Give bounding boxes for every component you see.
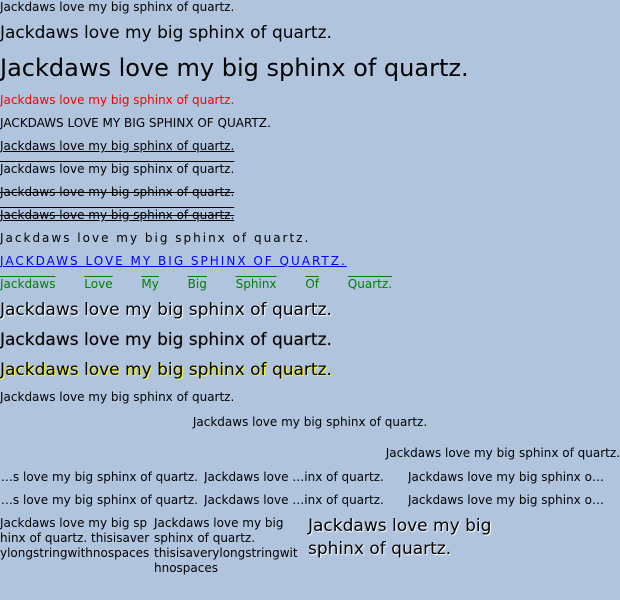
wrap-large-shadow-box: Jackdaws love my big sphinx of quartz. — [308, 516, 492, 559]
sample-line-red: Jackdaws love my big sphinx of quartz. — [0, 93, 235, 107]
ellipsis-start-text: Jackdaws love my big sphinx of quartz. — [0, 470, 198, 484]
ellipsis-middle-tail: inx of quartz. — [304, 470, 384, 484]
sample-line-right-aligned: Jackdaws love my big sphinx of quartz. — [385, 446, 620, 460]
sample-line-white-shadow: Jackdaws love my big sphinx of quartz. — [0, 300, 332, 320]
sample-line-uppercase: Jackdaws love my big sphinx of quartz. — [0, 116, 271, 130]
sample-line-all-decorations: Jackdaws love my big sphinx of quartz. — [0, 208, 235, 222]
sample-line-letter-spaced: Jackdaws love my big sphinx of quartz. — [0, 231, 311, 245]
ellipsis-end-box: Jackdaws love my big sphinx of quartz. — [408, 470, 606, 484]
ellipsis-middle-box: Jackdaws love …inx of quartz. — [204, 493, 384, 507]
ellipsis-end-box: Jackdaws love my big sphinx of quartz. — [408, 493, 606, 507]
spread-word: Jackdaws — [0, 277, 56, 291]
sample-line-word-spread: Jackdaws Love My Big Sphinx Of Quartz. — [0, 278, 392, 290]
sample-line-strikethrough: Jackdaws love my big sphinx of quartz. — [0, 185, 235, 199]
sample-line-centered: Jackdaws love my big sphinx of quartz. — [192, 415, 428, 429]
spread-word: My — [141, 277, 159, 291]
sample-line-small: Jackdaws love my big sphinx of quartz. — [0, 0, 235, 14]
sample-line-blue-link[interactable]: Jackdaws love my big sphinx of quartz. — [0, 254, 347, 268]
sample-line-underline: Jackdaws love my big sphinx of quartz. — [0, 139, 235, 153]
sample-line-overline: Jackdaws love my big sphinx of quartz. — [0, 162, 235, 176]
ellipsis-start-box: Jackdaws love my big sphinx of quartz. — [0, 493, 198, 507]
sample-line-left-aligned: Jackdaws love my big sphinx of quartz. — [0, 390, 235, 404]
ellipsis-start-text: Jackdaws love my big sphinx of quartz. — [0, 493, 198, 507]
spread-word: Sphinx — [235, 277, 277, 291]
wrap-break-all-box: Jackdaws love my big sphinx of quartz. t… — [0, 516, 150, 560]
ellipsis-middle-tail: inx of quartz. — [304, 493, 384, 507]
ellipsis-middle-head: Jackdaws love — [204, 470, 293, 484]
wrap-break-word-box: Jackdaws love my big sphinx of quartz. t… — [154, 516, 298, 575]
spread-word: Big — [187, 277, 207, 291]
spread-word: Of — [305, 277, 319, 291]
sample-line-medium: Jackdaws love my big sphinx of quartz. — [0, 23, 332, 43]
spread-word: Quartz. — [347, 277, 392, 291]
ellipsis-middle-head: Jackdaws love — [204, 493, 293, 507]
spread-word: Love — [84, 277, 113, 291]
sample-line-grey-shadow: Jackdaws love my big sphinx of quartz. — [0, 330, 332, 350]
ellipsis-start-box: Jackdaws love my big sphinx of quartz. — [0, 470, 198, 484]
sample-line-yellow-shadow: Jackdaws love my big sphinx of quartz. — [0, 360, 332, 380]
ellipsis-middle-box: Jackdaws love …inx of quartz. — [204, 470, 384, 484]
sample-line-large: Jackdaws love my big sphinx of quartz. — [0, 54, 469, 82]
